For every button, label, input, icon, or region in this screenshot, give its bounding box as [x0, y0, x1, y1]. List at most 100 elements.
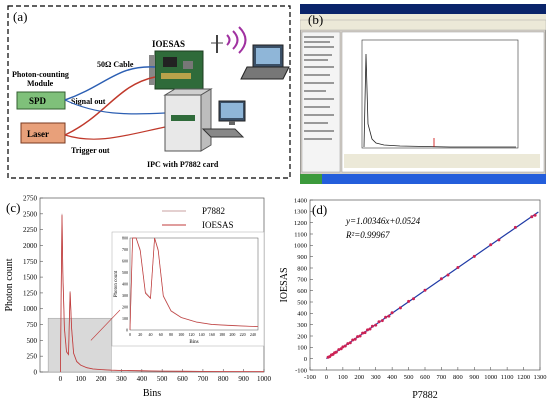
x-tick-label: 200 [354, 374, 364, 381]
inset-y-tick-label: 0 [126, 328, 128, 333]
correlation-chart: (d)-100 0 100 200 300 400 500 600 700 800 900 1000 1… [279, 197, 547, 401]
y-tick-label: 2750 [23, 195, 38, 203]
ipc-label: IPC with P7882 card [147, 160, 219, 169]
inset-y-axis-label: Photon count [114, 270, 119, 297]
data-point [439, 277, 443, 281]
data-point [407, 299, 411, 303]
trigger-out-label: Trigger out [71, 146, 110, 155]
x-tick-label: 1100 [501, 374, 514, 381]
x-axis-label: P7882 [412, 390, 438, 401]
spd-box: SPD [16, 91, 66, 110]
data-point [398, 306, 402, 310]
x-tick-label: 900 [469, 374, 479, 381]
data-point [358, 334, 362, 338]
inset-x-tick-label: 80 [169, 332, 173, 337]
y-tick-label: 1200 [294, 220, 307, 227]
inset-y-tick-label: 400 [122, 282, 128, 287]
panel-c-label: (c) [6, 200, 20, 215]
data-point [423, 288, 427, 292]
y-tick-label: 1100 [294, 231, 307, 238]
x-tick-label: 500 [157, 375, 168, 383]
data-point [341, 345, 345, 349]
x-tick-label: 100 [338, 374, 348, 381]
menu-bar [300, 14, 546, 20]
x-axis-label: Bins [143, 388, 161, 399]
signal-cable-ipc [64, 99, 166, 115]
side-panel [301, 31, 341, 173]
inset-x-axis-label: Bins [189, 340, 198, 345]
y-tick-label: 1500 [23, 274, 38, 282]
data-point [513, 225, 517, 229]
inset-x-tick-label: 40 [148, 332, 152, 337]
zoom-arrow [90, 309, 121, 341]
inset-series-line-ioesas [129, 237, 259, 331]
panel-a-label: (a) [13, 9, 27, 24]
wireless-signal-icon [226, 26, 247, 54]
y-tick-label: 300 [297, 322, 307, 329]
histogram-chart: (c)0 100 200 300 400 500 600 700 800 900 100002505… [4, 195, 272, 400]
data-point [366, 328, 369, 332]
y-tick-label: 500 [297, 299, 307, 306]
x-tick-label: 800 [218, 375, 229, 383]
x-tick-label: -100 [304, 374, 316, 381]
x-tick-label: 700 [437, 374, 447, 381]
data-point [346, 342, 350, 346]
y-tick-label: 2500 [23, 210, 38, 218]
y-tick-label: 2000 [23, 242, 38, 250]
data-point [356, 335, 360, 339]
status-area [344, 154, 540, 168]
module-label-line1: Photon-counting [12, 70, 69, 79]
legend-label: P7882 [202, 206, 225, 216]
y-tick-label: 200 [297, 333, 307, 340]
data-point [456, 266, 460, 269]
x-tick-label: 0 [325, 374, 328, 381]
inset-x-tick-label: 140 [199, 332, 205, 337]
data-point [489, 243, 493, 247]
data-point [384, 315, 388, 319]
data-point [363, 331, 367, 335]
inset-x-tick-label: 100 [178, 332, 184, 337]
inset-box [111, 231, 265, 347]
laser-box: Laser [20, 122, 66, 144]
laser-label: Laser [27, 129, 49, 139]
x-tick-label: 600 [177, 375, 188, 383]
antenna-icon [211, 35, 223, 53]
y-tick-label: 0 [304, 356, 307, 363]
x-tick-label: 400 [387, 374, 397, 381]
ipc-tower [163, 88, 213, 152]
y-tick-label: 600 [297, 288, 307, 295]
zoom-region [47, 317, 112, 373]
data-point [368, 327, 372, 331]
start-button[interactable] [300, 174, 322, 184]
data-point [530, 215, 534, 219]
y-tick-label: 1000 [23, 305, 38, 313]
x-tick-label: 100 [75, 375, 86, 383]
y-axis-label: Photon count [4, 258, 15, 311]
fit-r-squared: R²=0.99967 [345, 230, 390, 240]
inset-x-tick-label: 220 [240, 332, 246, 337]
data-point [343, 344, 347, 348]
data-point [472, 254, 476, 258]
inset-y-tick-label: 600 [122, 259, 128, 264]
y-tick-label: 1750 [23, 258, 38, 266]
legend-label: IOESAS [202, 220, 234, 230]
data-point [337, 348, 341, 352]
signal-out-label: Signal out [71, 97, 106, 106]
inset-y-tick-label: 200 [122, 305, 128, 310]
x-tick-label: 200 [96, 375, 107, 383]
x-tick-label: 300 [371, 374, 381, 381]
x-tick-label: 0 [59, 375, 63, 383]
x-tick-label: 300 [116, 375, 127, 383]
x-tick-label: 900 [238, 375, 249, 383]
data-point [334, 350, 338, 354]
module-label-line2: Module [27, 79, 54, 88]
monitor-icon [218, 100, 246, 125]
taskbar [300, 174, 546, 184]
cable-label: 50Ω Cable [97, 60, 134, 69]
inset-x-tick-label: 0 [129, 332, 131, 337]
y-tick-label: 1400 [294, 197, 307, 204]
y-tick-label: 0 [34, 369, 38, 377]
axes-frame [309, 199, 541, 371]
data-point [380, 319, 384, 323]
spd-label: SPD [29, 96, 47, 106]
